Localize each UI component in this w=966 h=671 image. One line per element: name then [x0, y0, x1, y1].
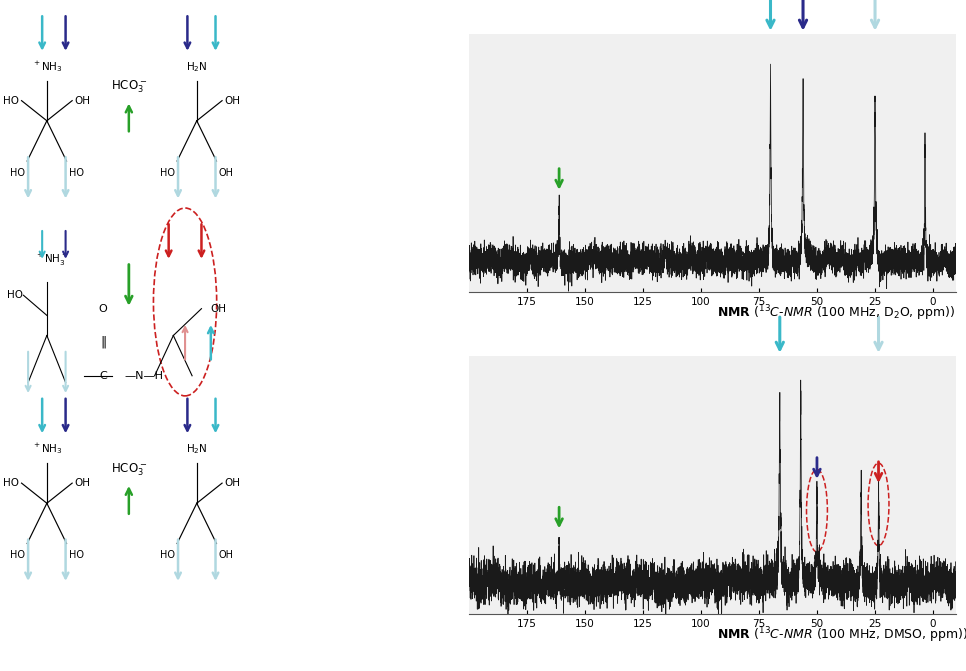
- Text: HO: HO: [8, 291, 23, 300]
- Text: ‖: ‖: [99, 336, 106, 349]
- Text: $\bf{NMR}$ ($\mathit{^{13}C}$-$\mathit{NMR}$ (100 MHz, DMSO, ppm)): $\bf{NMR}$ ($\mathit{^{13}C}$-$\mathit{N…: [717, 625, 966, 645]
- Text: HO: HO: [3, 96, 19, 105]
- Text: HO: HO: [69, 550, 84, 560]
- Text: $^+$NH$_3$: $^+$NH$_3$: [32, 59, 62, 74]
- Text: HCO$_3^-$: HCO$_3^-$: [111, 462, 147, 478]
- Text: $\bf{NMR}$ ($\mathit{^{13}C}$-$\mathit{NMR}$ (100 MHz, D$_2$O, ppm)): $\bf{NMR}$ ($\mathit{^{13}C}$-$\mathit{N…: [717, 303, 955, 323]
- Text: $^+$NH$_3^-$: $^+$NH$_3^-$: [35, 252, 69, 268]
- Text: H$_2$N: H$_2$N: [186, 60, 208, 74]
- Text: HO: HO: [159, 168, 175, 178]
- Text: OH: OH: [74, 96, 91, 105]
- Text: OH: OH: [218, 168, 234, 178]
- Text: OH: OH: [224, 478, 241, 488]
- Text: $^+$NH$_3$: $^+$NH$_3$: [32, 442, 62, 456]
- Text: HO: HO: [3, 478, 19, 488]
- Text: O: O: [99, 304, 107, 313]
- Text: OH: OH: [211, 304, 227, 313]
- Text: C: C: [99, 371, 107, 380]
- Text: OH: OH: [224, 96, 241, 105]
- Text: HO: HO: [10, 550, 25, 560]
- Text: H$_2$N: H$_2$N: [186, 442, 208, 456]
- Text: —N—H: —N—H: [125, 371, 163, 380]
- Text: OH: OH: [218, 550, 234, 560]
- Text: HO: HO: [10, 168, 25, 178]
- Text: HO: HO: [159, 550, 175, 560]
- Text: OH: OH: [74, 478, 91, 488]
- Text: HO: HO: [69, 168, 84, 178]
- Text: HCO$_3^-$: HCO$_3^-$: [111, 79, 147, 95]
